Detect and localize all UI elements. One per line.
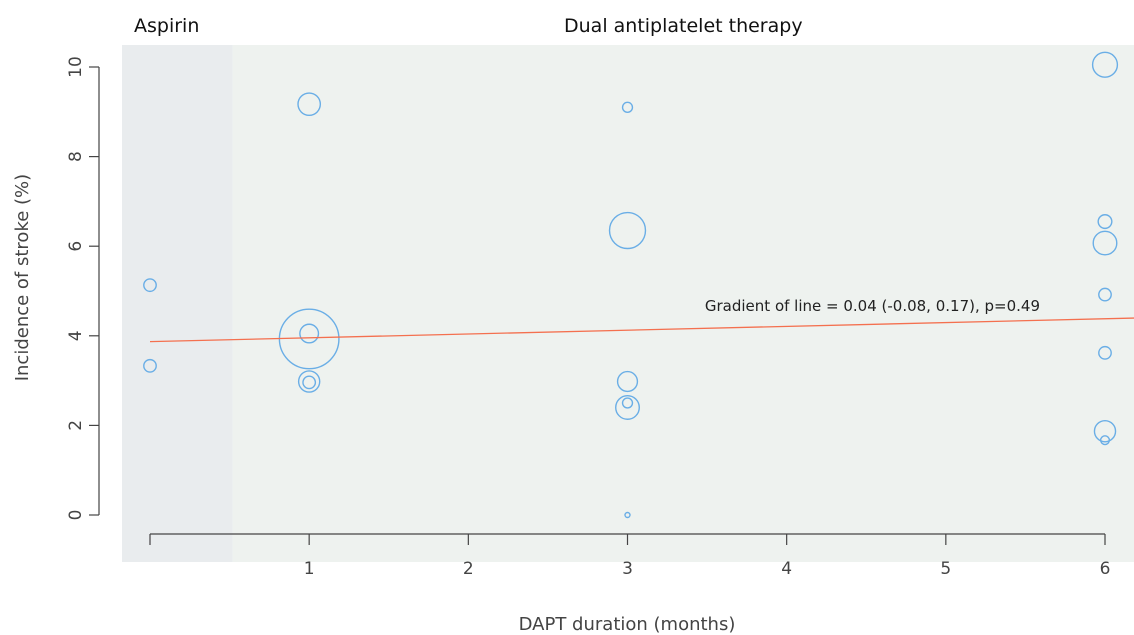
y-tick-label: 8 (66, 151, 86, 162)
data-point (302, 375, 317, 390)
trend-line (149, 317, 1134, 343)
data-point (299, 323, 320, 344)
dapt-panel-background (232, 45, 1134, 562)
y-axis-title: Incidence of stroke (%) (12, 174, 33, 381)
data-point (621, 101, 634, 113)
y-axis: 0 2 4 6 8 10 (66, 56, 100, 521)
gradient-annotation: Gradient of line = 0.04 (-0.08, 0.17), p… (705, 297, 1040, 315)
data-point (1092, 230, 1118, 256)
data-point (1091, 51, 1119, 78)
x-tick-label: 4 (781, 559, 792, 579)
data-point (621, 397, 634, 409)
data-point (624, 511, 631, 519)
y-tick-label: 0 (66, 510, 86, 521)
data-point (1098, 345, 1112, 360)
data-point (608, 211, 647, 250)
data-point (143, 358, 157, 373)
x-tick-label: 2 (463, 559, 474, 579)
x-tick-label: 3 (622, 559, 633, 579)
y-tick-label: 10 (66, 56, 86, 78)
data-point (1093, 419, 1117, 443)
aspirin-group-label: Aspirin (134, 15, 199, 37)
data-point (615, 395, 640, 420)
x-tick-label: 5 (940, 559, 951, 579)
y-tick-label: 4 (66, 330, 86, 341)
y-tick-label: 2 (66, 420, 86, 431)
x-tick-label: 1 (304, 559, 315, 579)
data-point (143, 278, 157, 293)
data-point (616, 370, 639, 393)
data-point (1099, 435, 1111, 446)
x-axis-title: DAPT duration (months) (519, 614, 736, 635)
data-point (1097, 214, 1113, 230)
data-point (297, 370, 321, 393)
data-point (297, 92, 322, 117)
aspirin-panel-background (122, 45, 233, 562)
data-point (1098, 287, 1112, 302)
dapt-group-label: Dual antiplatelet therapy (564, 15, 803, 37)
y-tick-label: 6 (66, 241, 86, 252)
x-axis: 1 2 3 4 5 6 (149, 533, 1111, 579)
x-tick-label: 6 (1100, 559, 1111, 579)
data-points (143, 51, 1119, 519)
